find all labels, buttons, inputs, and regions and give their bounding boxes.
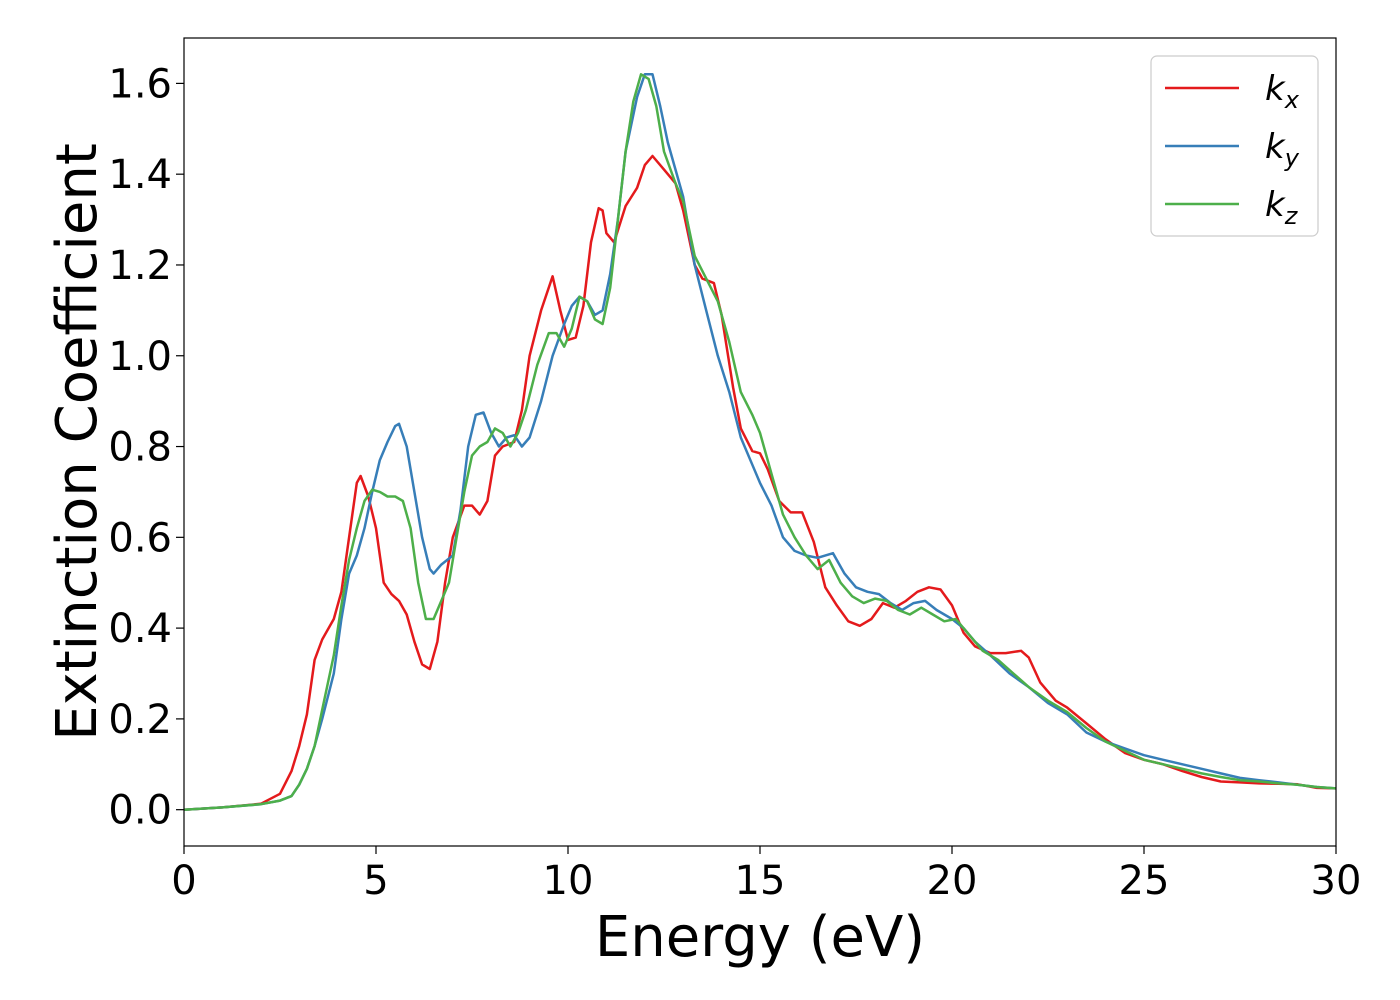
plot-lines	[184, 73, 1336, 811]
x-tick-label: 5	[363, 858, 388, 904]
y-tick-label: 0.4	[108, 606, 172, 652]
series-line-z	[184, 73, 1336, 811]
legend-label: ky	[1265, 127, 1300, 172]
x-tick-label: 15	[735, 858, 786, 904]
x-tick-label: 25	[1119, 858, 1170, 904]
legend-item-y: ky	[1165, 127, 1300, 172]
y-tick-label: 0.0	[108, 788, 172, 834]
y-tick-label: 1.6	[108, 61, 172, 107]
legend: kx ky kz	[1150, 55, 1319, 237]
x-axis-title: Energy (eV)	[595, 905, 925, 970]
series-line-x	[184, 154, 1336, 811]
x-tick-label: 30	[1311, 858, 1362, 904]
y-tick-label: 0.6	[108, 515, 172, 561]
legend-label: kx	[1265, 69, 1300, 114]
x-tick-label: 0	[171, 858, 196, 904]
x-axis: 0 5 10 15 20 25 30	[171, 846, 1361, 904]
x-tick-label: 20	[927, 858, 978, 904]
legend-item-x: kx	[1165, 69, 1300, 114]
y-axis: 0.0 0.2 0.4 0.6 0.8 1.0 1.2 1.4 1.6	[108, 61, 184, 834]
x-tick-label: 10	[543, 858, 594, 904]
y-tick-label: 0.2	[108, 697, 172, 743]
y-axis-title: Extinction Coefficient	[45, 143, 110, 741]
y-tick-label: 1.0	[108, 334, 172, 380]
y-tick-label: 1.2	[108, 243, 172, 289]
y-tick-label: 0.8	[108, 425, 172, 471]
y-tick-label: 1.4	[108, 152, 172, 198]
legend-item-z: kz	[1165, 185, 1299, 230]
legend-label: kz	[1265, 185, 1299, 230]
